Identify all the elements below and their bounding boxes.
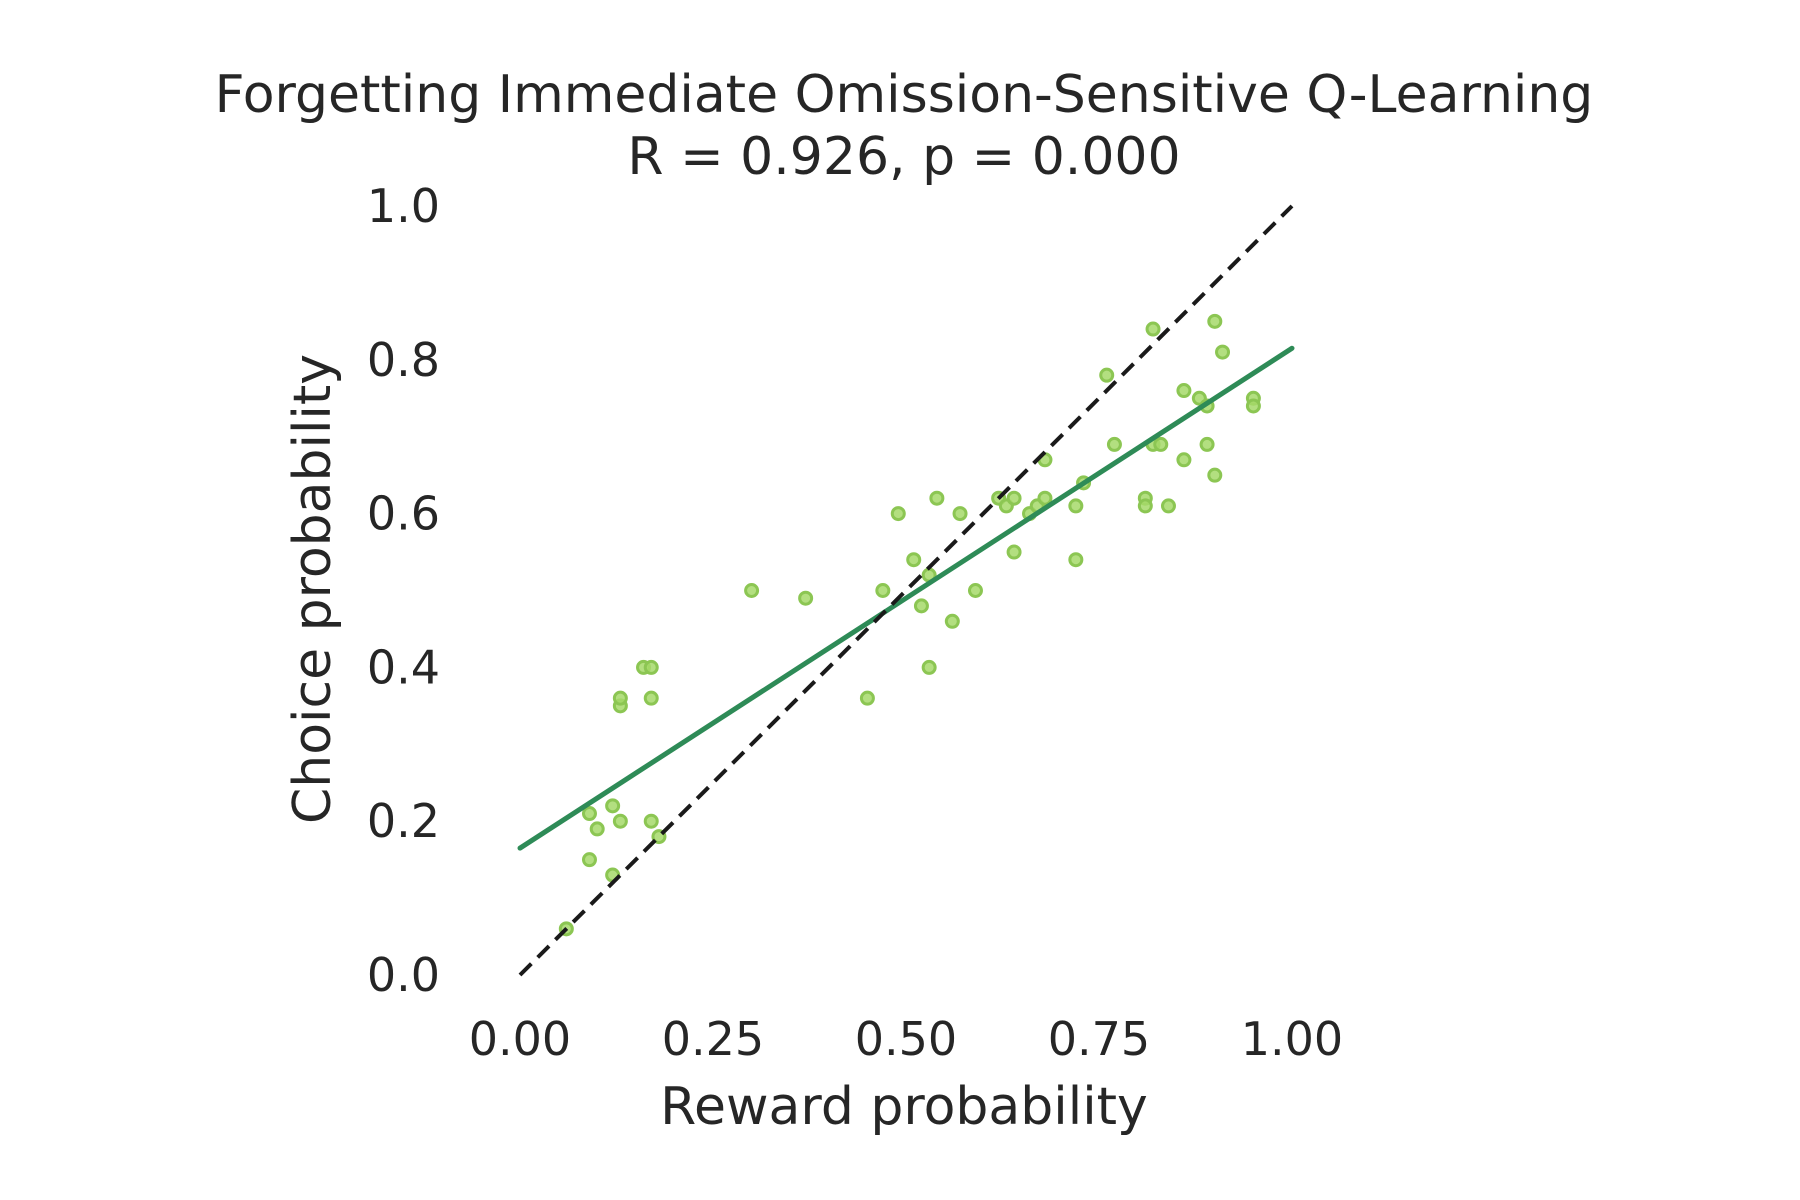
y-axis-label: Choice probability xyxy=(283,354,343,824)
y-tick-label: 0.0 xyxy=(367,948,440,1002)
regression-line xyxy=(517,345,1295,851)
data-point xyxy=(921,659,937,675)
data-point xyxy=(1176,452,1192,468)
data-point xyxy=(1176,383,1192,399)
data-points xyxy=(558,313,1261,937)
data-point xyxy=(612,813,628,829)
data-point xyxy=(1006,490,1022,506)
data-point xyxy=(1215,344,1231,360)
data-point xyxy=(1068,498,1084,514)
data-point xyxy=(1137,498,1153,514)
x-tick-label: 0.00 xyxy=(469,1012,571,1066)
identity-line xyxy=(518,204,1294,977)
y-tick-label: 0.4 xyxy=(367,640,440,694)
y-tick-labels: 0.0 0.2 0.4 0.6 0.8 1.0 xyxy=(367,179,440,1002)
data-point xyxy=(798,590,814,606)
data-point xyxy=(1037,490,1053,506)
x-tick-label: 0.75 xyxy=(1048,1012,1150,1066)
y-tick-label: 0.8 xyxy=(367,333,440,387)
data-point xyxy=(1245,398,1261,414)
x-axis-label: Reward probability xyxy=(660,1077,1148,1137)
reference-lines xyxy=(517,204,1295,977)
data-point xyxy=(929,490,945,506)
y-tick-label: 0.6 xyxy=(367,487,440,541)
y-tick-label: 0.2 xyxy=(367,794,440,848)
y-tick-label: 1.0 xyxy=(367,179,440,233)
data-point xyxy=(859,690,875,706)
chart-title: Forgetting Immediate Omission-Sensitive … xyxy=(215,65,1594,125)
data-point xyxy=(967,583,983,598)
data-point xyxy=(605,798,621,814)
data-point xyxy=(1145,321,1161,337)
data-point xyxy=(1006,544,1022,560)
data-point xyxy=(589,821,605,837)
x-tick-label: 0.50 xyxy=(855,1012,957,1066)
data-point xyxy=(913,598,929,614)
data-point xyxy=(1207,313,1223,329)
data-point xyxy=(581,806,597,822)
data-point xyxy=(1106,436,1122,452)
data-point xyxy=(643,813,659,829)
data-point xyxy=(1153,436,1169,452)
data-point xyxy=(944,613,960,629)
x-tick-label: 0.25 xyxy=(662,1012,764,1066)
data-point xyxy=(1160,498,1176,514)
data-point xyxy=(1207,467,1223,483)
x-tick-label: 1.00 xyxy=(1241,1012,1343,1066)
data-point xyxy=(1199,436,1215,452)
x-tick-labels: 0.00 0.25 0.50 0.75 1.00 xyxy=(469,1012,1343,1066)
data-point xyxy=(744,583,760,598)
data-point xyxy=(906,552,922,568)
chart-subtitle: R = 0.926, p = 0.000 xyxy=(627,127,1180,187)
data-point xyxy=(952,506,968,522)
data-point xyxy=(643,690,659,706)
data-point xyxy=(581,852,597,868)
data-point xyxy=(1068,552,1084,568)
data-point xyxy=(890,506,906,522)
data-point xyxy=(643,659,659,675)
data-point xyxy=(612,690,628,706)
data-point xyxy=(875,583,891,598)
data-point xyxy=(1099,367,1115,383)
